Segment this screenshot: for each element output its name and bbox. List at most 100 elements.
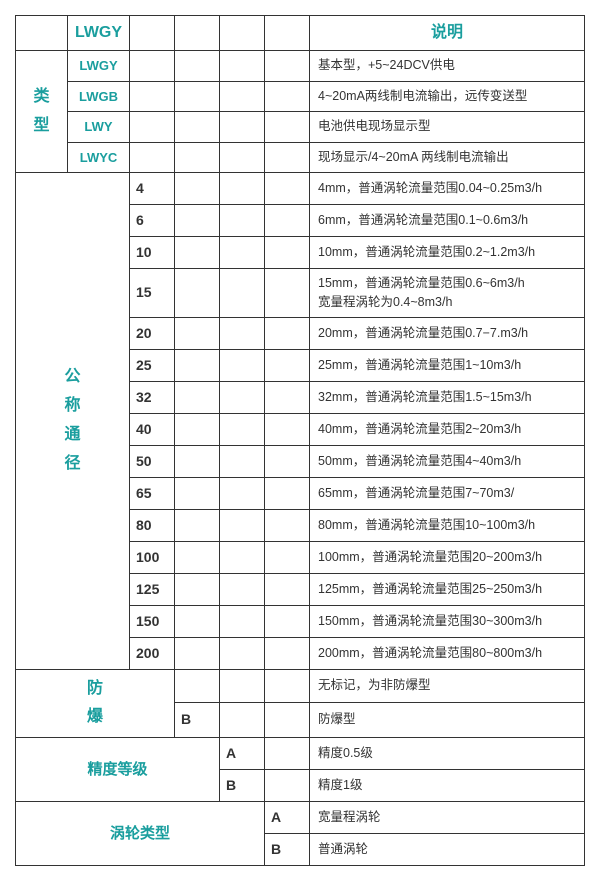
diameter-code: 50 xyxy=(130,445,175,477)
diameter-code: 15 xyxy=(130,269,175,318)
empty-cell xyxy=(130,51,175,82)
empty-cell xyxy=(16,16,68,51)
empty-cell xyxy=(220,269,265,318)
empty-cell xyxy=(175,637,220,669)
explosion-desc: 无标记，为非防爆型 xyxy=(310,669,585,702)
diameter-desc: 50mm，普通涡轮流量范围4~40m3/h xyxy=(310,445,585,477)
diameter-code: 200 xyxy=(130,637,175,669)
diameter-desc: 150mm，普通涡轮流量范围30~300m3/h xyxy=(310,605,585,637)
accuracy-code: A xyxy=(220,738,265,770)
empty-cell xyxy=(175,573,220,605)
diameter-code: 100 xyxy=(130,541,175,573)
empty-cell xyxy=(265,317,310,349)
empty-cell xyxy=(130,16,175,51)
empty-cell xyxy=(265,349,310,381)
diameter-desc: 125mm，普通涡轮流量范围25~250m3/h xyxy=(310,573,585,605)
empty-cell xyxy=(265,205,310,237)
diameter-code: 10 xyxy=(130,237,175,269)
diameter-code: 40 xyxy=(130,413,175,445)
turbine-desc: 普通涡轮 xyxy=(310,834,585,866)
empty-cell xyxy=(265,16,310,51)
empty-cell xyxy=(220,509,265,541)
empty-cell xyxy=(265,541,310,573)
empty-cell xyxy=(220,205,265,237)
empty-cell xyxy=(265,142,310,173)
empty-cell xyxy=(265,702,310,738)
empty-cell xyxy=(175,16,220,51)
empty-cell xyxy=(265,509,310,541)
turbine-desc: 宽量程涡轮 xyxy=(310,802,585,834)
empty-cell xyxy=(175,477,220,509)
turbine-code: B xyxy=(265,834,310,866)
diameter-code: 4 xyxy=(130,173,175,205)
empty-cell xyxy=(175,142,220,173)
diameter-code: 125 xyxy=(130,573,175,605)
empty-cell xyxy=(220,573,265,605)
diameter-desc: 200mm，普通涡轮流量范围80~800m3/h xyxy=(310,637,585,669)
header-desc: 说明 xyxy=(310,16,585,51)
diameter-code: 65 xyxy=(130,477,175,509)
diameter-code: 25 xyxy=(130,349,175,381)
explosion-code xyxy=(175,669,220,702)
empty-cell xyxy=(175,205,220,237)
empty-cell xyxy=(265,573,310,605)
empty-cell xyxy=(175,445,220,477)
diameter-code: 32 xyxy=(130,381,175,413)
empty-cell xyxy=(220,173,265,205)
empty-cell xyxy=(265,477,310,509)
diameter-desc: 40mm，普通涡轮流量范围2~20m3/h xyxy=(310,413,585,445)
type-desc: 电池供电现场显示型 xyxy=(310,112,585,143)
type-desc: 现场显示/4~20mA 两线制电流输出 xyxy=(310,142,585,173)
explosion-desc: 防爆型 xyxy=(310,702,585,738)
empty-cell xyxy=(265,112,310,143)
accuracy-desc: 精度0.5级 xyxy=(310,738,585,770)
diameter-desc: 32mm，普通涡轮流量范围1.5~15m3/h xyxy=(310,381,585,413)
empty-cell xyxy=(265,381,310,413)
empty-cell xyxy=(220,237,265,269)
empty-cell xyxy=(265,413,310,445)
type-code: LWYC xyxy=(68,142,130,173)
diameter-desc: 100mm，普通涡轮流量范围20~200m3/h xyxy=(310,541,585,573)
diameter-desc: 65mm，普通涡轮流量范围7~70m3/ xyxy=(310,477,585,509)
diameter-code: 6 xyxy=(130,205,175,237)
empty-cell xyxy=(220,541,265,573)
empty-cell xyxy=(220,81,265,112)
empty-cell xyxy=(220,605,265,637)
explosion-code: B xyxy=(175,702,220,738)
empty-cell xyxy=(265,605,310,637)
empty-cell xyxy=(265,269,310,318)
empty-cell xyxy=(175,605,220,637)
empty-cell xyxy=(265,770,310,802)
explosion-label: 防爆 xyxy=(16,669,175,738)
empty-cell xyxy=(220,413,265,445)
empty-cell xyxy=(265,81,310,112)
empty-cell xyxy=(265,669,310,702)
diameter-desc: 20mm，普通涡轮流量范围0.7−7.m3/h xyxy=(310,317,585,349)
type-desc: 4~20mA两线制电流输出，远传变送型 xyxy=(310,81,585,112)
empty-cell xyxy=(220,477,265,509)
turbine-code: A xyxy=(265,802,310,834)
spec-table: LWGY 说明 类型 LWGY 基本型，+5~24DCV供电 LWGB 4~20… xyxy=(15,15,585,866)
type-code: LWGB xyxy=(68,81,130,112)
diameter-label: 公称通径 xyxy=(16,173,130,670)
accuracy-label: 精度等级 xyxy=(16,738,220,802)
diameter-desc: 6mm，普通涡轮流量范围0.1~0.6m3/h xyxy=(310,205,585,237)
empty-cell xyxy=(175,541,220,573)
diameter-desc: 10mm，普通涡轮流量范围0.2~1.2m3/h xyxy=(310,237,585,269)
empty-cell xyxy=(220,112,265,143)
diameter-code: 20 xyxy=(130,317,175,349)
empty-cell xyxy=(220,16,265,51)
type-label: 类型 xyxy=(16,51,68,173)
empty-cell xyxy=(175,51,220,82)
empty-cell xyxy=(175,269,220,318)
type-desc: 基本型，+5~24DCV供电 xyxy=(310,51,585,82)
diameter-desc: 80mm，普通涡轮流量范围10~100m3/h xyxy=(310,509,585,541)
empty-cell xyxy=(175,413,220,445)
diameter-desc: 4mm，普通涡轮流量范围0.04~0.25m3/h xyxy=(310,173,585,205)
header-lwgy: LWGY xyxy=(68,16,130,51)
empty-cell xyxy=(220,51,265,82)
empty-cell xyxy=(175,112,220,143)
empty-cell xyxy=(265,637,310,669)
empty-cell xyxy=(265,445,310,477)
empty-cell xyxy=(265,738,310,770)
